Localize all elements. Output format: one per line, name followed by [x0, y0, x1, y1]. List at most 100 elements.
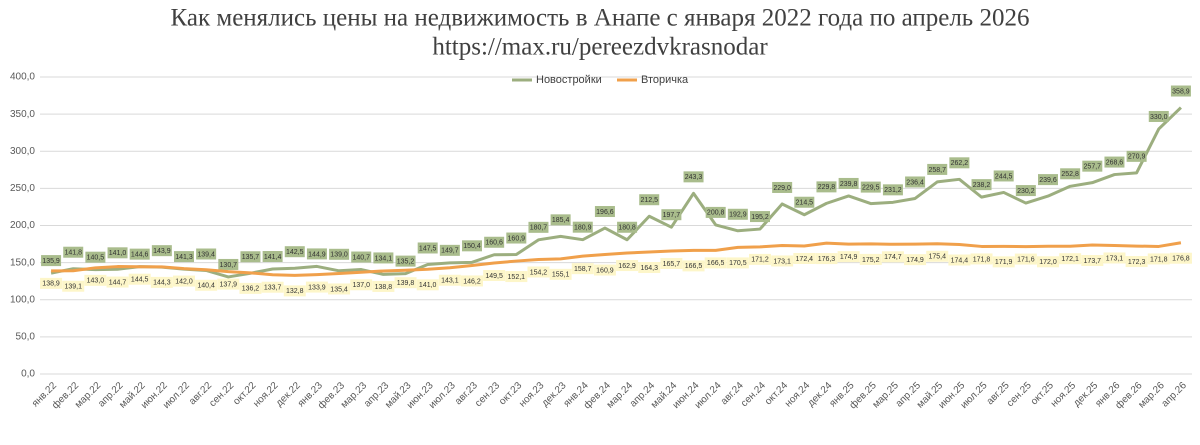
- data-label: 262,2: [951, 160, 969, 167]
- data-label: 231,2: [884, 187, 902, 194]
- data-label: 180,7: [530, 225, 548, 232]
- data-label-box: [1125, 256, 1148, 268]
- data-label-box: [174, 251, 194, 263]
- data-label-box: [85, 251, 106, 263]
- data-label-box: [1059, 253, 1082, 265]
- data-label: 212,5: [640, 197, 658, 204]
- data-label-box: [638, 262, 661, 274]
- data-label-box: [262, 251, 283, 263]
- data-label: 330,0: [1150, 114, 1168, 121]
- data-label: 214,5: [796, 200, 814, 207]
- data-label-box: [1082, 160, 1103, 172]
- data-label-box: [217, 278, 240, 290]
- data-label: 239,6: [1039, 177, 1057, 184]
- data-label-box: [284, 246, 305, 258]
- series-line: [51, 241, 1182, 277]
- series-line: [50, 106, 1182, 279]
- data-label: 171,6: [1017, 256, 1035, 263]
- data-label-box: [261, 281, 284, 293]
- data-label: 141,4: [264, 254, 282, 261]
- data-label-box: [505, 271, 528, 283]
- data-label-box: [41, 255, 62, 267]
- data-label-box: [1148, 110, 1169, 122]
- y-tick-label: 100,0: [10, 294, 35, 305]
- data-label: 135,9: [42, 258, 60, 265]
- data-label-box: [40, 277, 63, 289]
- x-tick-label: сен.23: [473, 380, 502, 409]
- data-label: 135,7: [242, 254, 260, 261]
- data-label: 140,5: [87, 255, 105, 262]
- data-label: 175,4: [928, 254, 946, 261]
- data-label: 174,4: [951, 257, 969, 264]
- data-label-box: [1014, 253, 1037, 265]
- data-label: 243,3: [685, 174, 703, 181]
- data-label-box: [173, 275, 195, 287]
- data-label: 143,1: [441, 278, 459, 285]
- data-label: 143,9: [153, 248, 171, 255]
- data-label-box: [283, 285, 306, 297]
- data-label: 197,7: [663, 212, 681, 219]
- data-label-box: [395, 255, 416, 267]
- data-label: 174,7: [884, 254, 902, 261]
- data-label-box: [616, 260, 639, 272]
- data-label-box: [1104, 156, 1125, 168]
- data-label-box: [970, 253, 993, 265]
- data-label-box: [1037, 256, 1059, 268]
- data-label-box: [793, 252, 816, 264]
- data-label-box: [1060, 168, 1081, 180]
- data-label-box: [195, 279, 218, 291]
- data-label: 141,0: [109, 250, 127, 257]
- data-label: 229,5: [862, 184, 880, 191]
- data-label-box: [705, 206, 726, 218]
- data-label-box: [992, 256, 1015, 268]
- data-label-box: [1126, 150, 1147, 162]
- data-label: 196,6: [596, 209, 614, 216]
- data-label-box: [993, 170, 1014, 182]
- data-label: 180,9: [574, 225, 592, 232]
- data-label: 176,3: [818, 256, 836, 263]
- data-label-box: [438, 274, 461, 286]
- data-label: 180,8: [618, 225, 636, 232]
- data-label: 257,7: [1084, 164, 1102, 171]
- x-tick-label: сен.22: [207, 380, 236, 409]
- data-label-box: [683, 171, 704, 183]
- data-label-box: [726, 257, 749, 269]
- data-label: 142,0: [175, 278, 193, 285]
- data-label-box: [1103, 252, 1126, 264]
- data-label: 238,2: [973, 182, 991, 189]
- data-label-box: [63, 246, 84, 258]
- y-tick-label: 400,0: [10, 72, 35, 83]
- data-label-box: [617, 221, 638, 233]
- data-label-box: [328, 283, 351, 295]
- data-label: 230,2: [1017, 188, 1035, 195]
- data-label: 173,7: [1084, 258, 1102, 265]
- data-label: 268,6: [1106, 159, 1124, 166]
- data-label-box: [84, 274, 107, 286]
- data-label: 137,0: [352, 282, 370, 289]
- data-label: 175,2: [862, 257, 880, 264]
- data-label: 146,2: [463, 278, 481, 285]
- y-tick-label: 200,0: [10, 220, 35, 231]
- data-label: 174,9: [840, 254, 858, 261]
- data-label: 139,8: [397, 280, 415, 287]
- data-label-box: [218, 258, 239, 270]
- data-label-box: [1169, 252, 1192, 264]
- data-label: 172,3: [1128, 259, 1146, 266]
- data-label: 133,9: [308, 284, 326, 291]
- data-label: 244,5: [995, 173, 1013, 180]
- data-label: 171,8: [973, 256, 991, 263]
- data-label: 174,9: [906, 257, 924, 264]
- data-label: 149,7: [441, 248, 459, 255]
- data-label: 144,7: [109, 279, 127, 286]
- data-label-box: [727, 208, 748, 220]
- data-label: 258,7: [928, 167, 946, 174]
- data-label-box: [682, 260, 705, 272]
- data-label-box: [305, 281, 328, 293]
- y-tick-label: 250,0: [10, 183, 35, 194]
- data-label: 185,4: [552, 217, 570, 224]
- data-label: 140,7: [352, 254, 370, 261]
- data-label-box: [926, 250, 949, 262]
- data-label-box: [660, 257, 683, 269]
- data-label-box: [838, 177, 859, 189]
